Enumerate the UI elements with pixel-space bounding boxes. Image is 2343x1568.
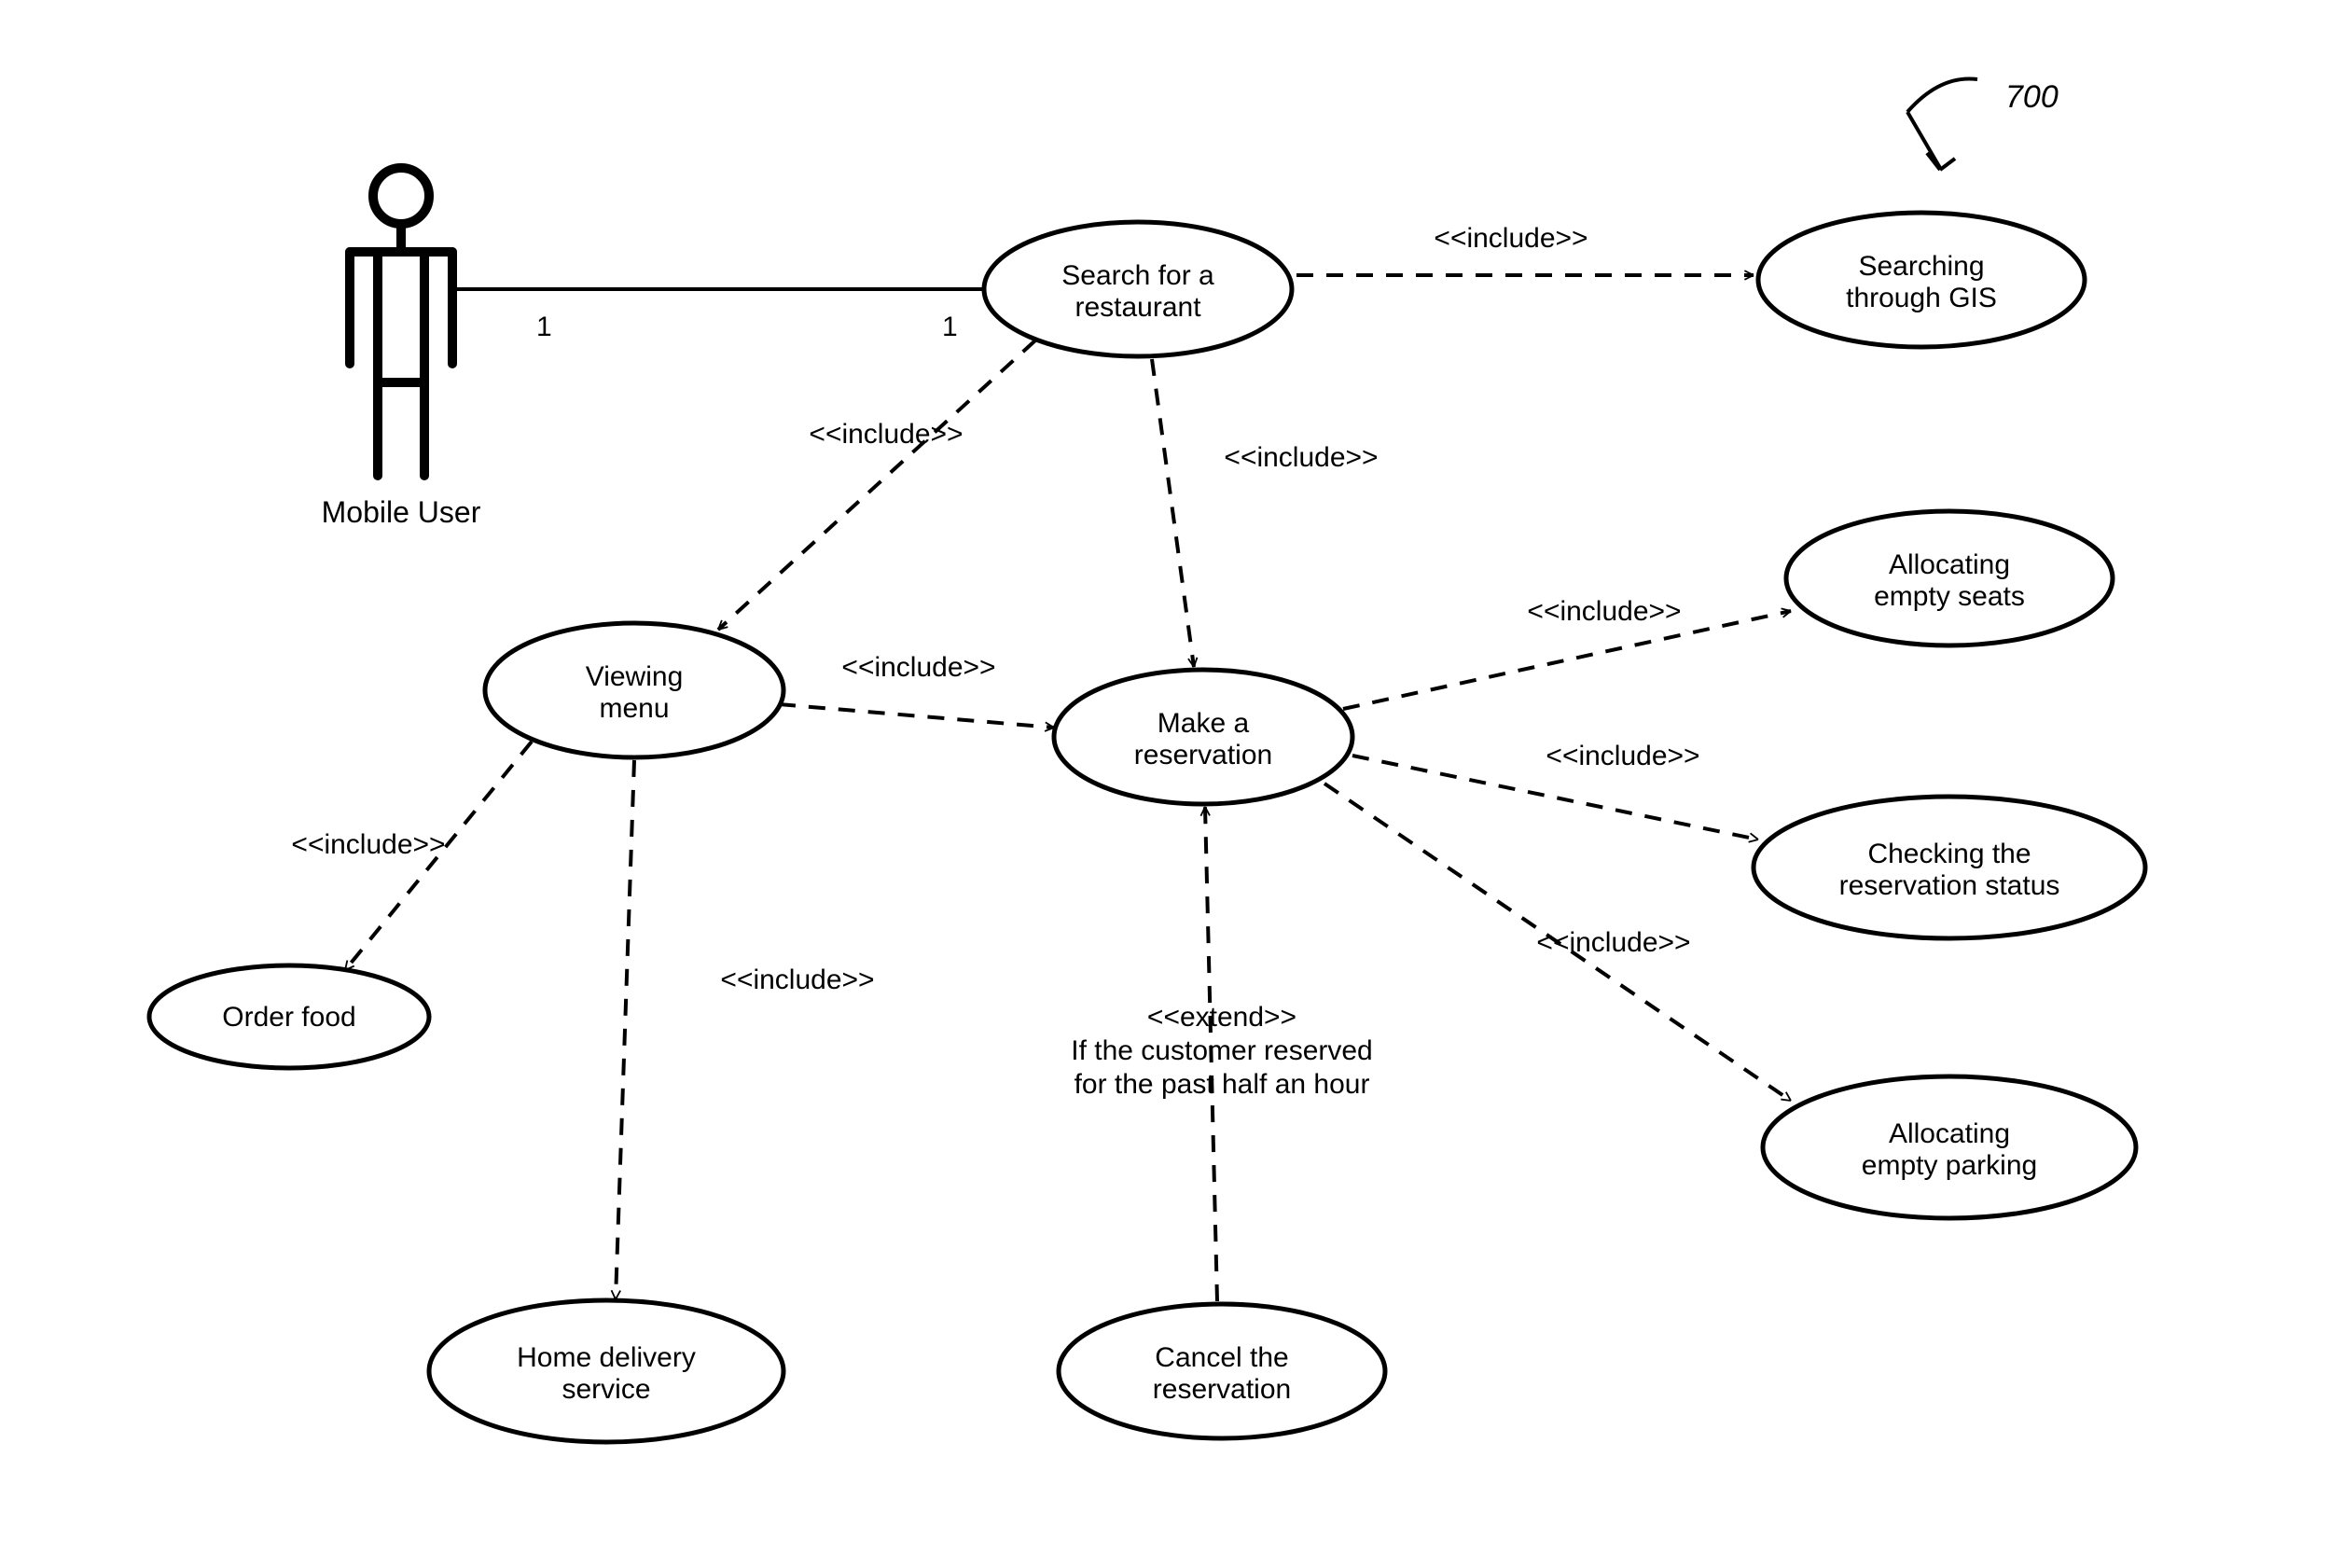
usecase-make: Make areservation [1054, 670, 1352, 804]
edge-search-to-viewing [718, 340, 1035, 630]
usecase-label: Search for arestaurant [1061, 260, 1214, 323]
figure-ref-arrow [1907, 78, 1977, 168]
usecase-order: Order food [149, 965, 429, 1068]
usecase-label: Cancel thereservation [1153, 1342, 1291, 1405]
actor-label: Mobile User [322, 495, 481, 529]
edge-label: <<include>> [1527, 596, 1681, 627]
actor-mobile-user [350, 168, 452, 476]
usecase-delivery: Home deliveryservice [429, 1300, 783, 1442]
multiplicity: 1 [536, 312, 552, 342]
usecase-label: Allocatingempty seats [1874, 549, 2025, 612]
edge-label: <<include>> [1546, 741, 1699, 771]
edge-label: <<include>> [291, 829, 445, 860]
usecase-parking: Allocatingempty parking [1763, 1076, 2136, 1218]
usecase-viewing: Viewingmenu [485, 623, 783, 757]
edge-label: <<include>> [1434, 223, 1587, 254]
usecase-label: Checking thereservation status [1839, 839, 2060, 901]
usecase-label: Viewingmenu [586, 661, 684, 724]
edge-label: <<include>> [841, 652, 995, 683]
usecase-label: Searchingthrough GIS [1846, 251, 1997, 313]
usecase-label: Order food [222, 1002, 355, 1033]
edge-search-to-make [1152, 359, 1194, 667]
edge-label: <<include>> [720, 964, 874, 995]
edge-label: <<include>> [1536, 927, 1690, 958]
figure-label: 700 [2005, 79, 2059, 115]
usecase-search: Search for arestaurant [984, 222, 1292, 356]
edge-label: <<extend>>If the customer reservedfor th… [1071, 1002, 1372, 1100]
usecase-seats: Allocatingempty seats [1786, 511, 2113, 645]
usecase-gis: Searchingthrough GIS [1758, 213, 2085, 347]
edge-label: <<include>> [809, 419, 963, 450]
edge-viewing-to-delivery [616, 760, 634, 1299]
multiplicity: 1 [942, 312, 958, 342]
edge-viewing-to-make [779, 704, 1054, 728]
usecase-cancel: Cancel thereservation [1059, 1304, 1385, 1438]
edge-label: <<include>> [1224, 442, 1378, 473]
usecase-status: Checking thereservation status [1754, 797, 2145, 938]
